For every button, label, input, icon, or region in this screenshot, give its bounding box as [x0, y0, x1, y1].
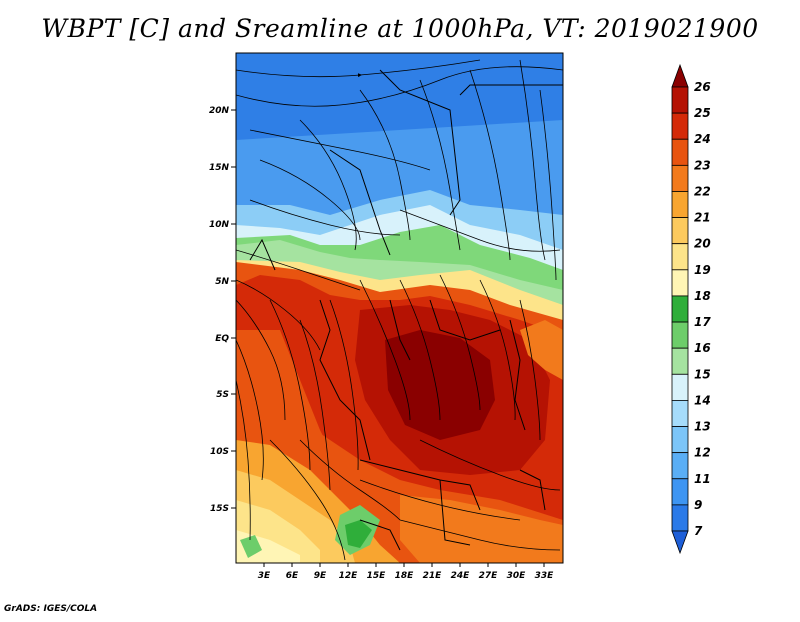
colorbar-swatch	[671, 86, 689, 114]
lon-tick: 21E	[423, 571, 443, 581]
streamlines	[236, 59, 563, 561]
lon-tick: 33E	[535, 571, 555, 581]
colorbar-label: 12	[694, 446, 711, 460]
country-borders	[249, 69, 563, 551]
colorbar-swatch	[671, 347, 689, 375]
colorbar-swatch	[671, 269, 689, 297]
longitude-axis: 3E 6E 9E 12E 15E 18E 21E 24E 27E 30E 33E	[258, 563, 554, 581]
colorbar-label: 23	[694, 158, 711, 172]
lon-tick: 24E	[451, 571, 471, 581]
latitude-axis: 20N 15N 10N 5N EQ 5S 10S 15S	[209, 106, 236, 514]
colorbar: 26 25 24 23 22 21 20 19 18 17 16 15 14 13 12 11 9 7	[671, 63, 711, 555]
colorbar-label: 7	[694, 524, 703, 538]
lat-tick: EQ	[215, 334, 229, 344]
colorbar-swatch	[671, 191, 689, 218]
lon-tick: 15E	[367, 571, 387, 581]
colorbar-swatch	[671, 138, 689, 166]
colorbar-label: 21	[694, 211, 711, 225]
colorbar-label: 14	[694, 393, 711, 407]
lat-tick: 5S	[216, 390, 229, 400]
grads-credit: GrADS: IGES/COLA	[4, 604, 98, 614]
colorbar-swatch	[671, 243, 689, 271]
colorbar-label: 11	[694, 472, 711, 486]
colorbar-swatch	[671, 321, 689, 349]
colorbar-swatch	[671, 478, 689, 506]
lat-tick: 10N	[209, 220, 230, 230]
colorbar-label: 18	[694, 289, 711, 303]
lon-tick: 27E	[479, 571, 499, 581]
colorbar-swatch	[671, 295, 689, 323]
colorbar-swatch	[671, 426, 689, 454]
colorbar-label: 20	[694, 237, 711, 251]
lat-tick: 5N	[215, 277, 229, 287]
colorbar-swatch	[671, 530, 689, 555]
colorbar-swatch	[671, 112, 689, 140]
colorbar-label: 15	[694, 367, 711, 381]
lon-tick: 9E	[314, 571, 327, 581]
colorbar-swatch	[671, 452, 689, 480]
lat-tick: 20N	[209, 106, 230, 116]
map-frame	[235, 52, 564, 564]
colorbar-label: 16	[694, 341, 711, 355]
colorbar-label: 9	[694, 498, 702, 512]
lon-tick: 6E	[286, 571, 299, 581]
map-title: WBPT [C] and Sreamline at 1000hPa, VT: 2…	[41, 14, 759, 43]
colorbar-swatch	[671, 400, 689, 427]
colorbar-swatch	[671, 63, 689, 88]
lon-tick: 12E	[339, 571, 359, 581]
colorbar-swatch	[671, 217, 689, 245]
colorbar-label: 17	[694, 315, 711, 329]
colorbar-label: 19	[694, 263, 711, 277]
colorbar-label: 13	[694, 420, 711, 434]
lat-tick: 10S	[210, 447, 229, 457]
colorbar-swatch	[671, 164, 689, 192]
colorbar-label: 24	[694, 132, 711, 146]
lon-tick: 3E	[258, 571, 271, 581]
lon-tick: 18E	[395, 571, 415, 581]
colorbar-swatch	[671, 373, 689, 401]
lat-tick: 15N	[209, 163, 230, 173]
lat-tick: 15S	[210, 504, 229, 514]
colorbar-swatch	[671, 504, 689, 532]
temperature-field	[236, 53, 563, 563]
lon-tick: 30E	[507, 571, 527, 581]
colorbar-label: 26	[694, 80, 711, 94]
colorbar-label: 22	[694, 184, 711, 198]
colorbar-label: 25	[694, 106, 711, 120]
